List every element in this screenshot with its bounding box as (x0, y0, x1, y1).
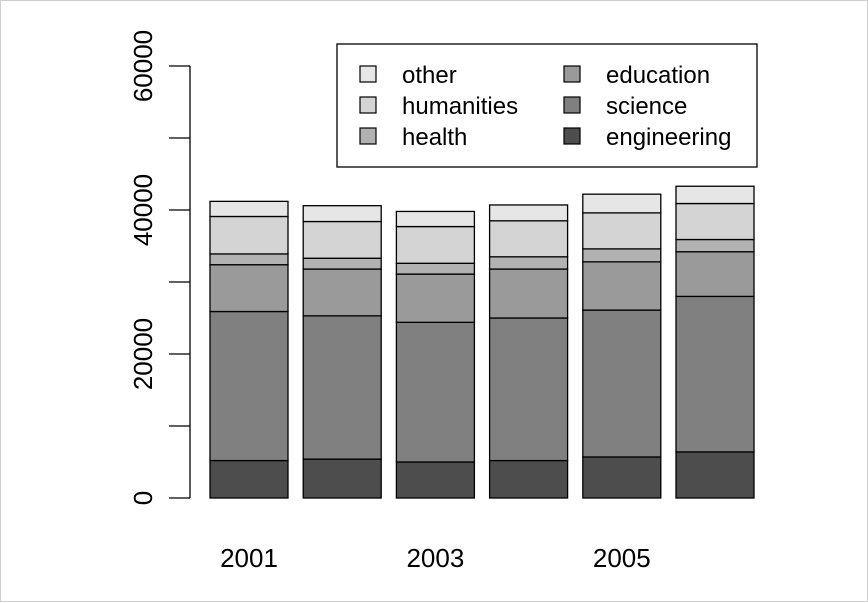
legend-swatch-other (359, 65, 377, 83)
bar-engineering-2004 (488, 459, 569, 499)
legend-label-other: other (402, 62, 457, 89)
bar-education-2006 (675, 251, 755, 298)
bar-science-2004 (488, 317, 569, 462)
legend-label-health: health (402, 124, 467, 151)
legend-swatch-science (563, 96, 581, 114)
bar-other-2001 (209, 200, 289, 218)
bar-humanities-2006 (675, 202, 755, 241)
legend-label-science: science (606, 93, 687, 120)
bar-health-2005 (582, 248, 662, 263)
bar-education-2005 (582, 261, 662, 311)
x-tick-label: 2005 (593, 543, 651, 573)
bar-health-2001 (209, 253, 289, 266)
bars-group (209, 185, 755, 499)
bar-health-2006 (675, 238, 755, 253)
legend-box (336, 43, 758, 168)
y-tick-label: 40000 (128, 174, 158, 246)
bar-engineering-2006 (675, 451, 755, 499)
legend-label-engineering: engineering (606, 124, 731, 151)
bar-engineering-2003 (395, 461, 476, 499)
bar-other-2004 (488, 204, 569, 222)
y-tick-label: 0 (128, 491, 158, 505)
bar-science-2005 (582, 309, 662, 458)
bar-humanities-2003 (395, 225, 476, 264)
bar-other-2005 (582, 193, 662, 214)
bar-humanities-2005 (582, 212, 662, 250)
bar-other-2003 (395, 210, 476, 228)
legend: other humanities health education science eng… (336, 43, 758, 168)
bar-other-2002 (302, 205, 382, 223)
bar-education-2004 (488, 268, 569, 319)
bar-health-2004 (488, 256, 569, 270)
bar-science-2006 (675, 295, 755, 453)
legend-swatch-engineering (563, 127, 581, 145)
y-tick-label: 60000 (128, 30, 158, 102)
bar-engineering-2005 (582, 456, 662, 499)
x-axis-labels: 2001 2003 2005 (220, 543, 651, 573)
bar-health-2003 (395, 262, 476, 275)
bar-science-2002 (302, 315, 382, 460)
legend-swatch-health (359, 127, 377, 145)
x-tick-label: 2003 (406, 543, 464, 573)
bar-humanities-2001 (209, 215, 289, 255)
bar-science-2001 (209, 310, 289, 462)
bar-education-2003 (395, 273, 476, 323)
bar-other-2006 (675, 185, 755, 205)
legend-label-humanities: humanities (402, 93, 518, 120)
bar-engineering-2002 (302, 458, 382, 499)
bar-education-2001 (209, 264, 289, 313)
y-tick-label: 20000 (128, 318, 158, 390)
bar-science-2003 (395, 321, 476, 463)
x-tick-label: 2001 (220, 543, 278, 573)
y-axis: 0 20000 40000 60000 (128, 30, 191, 505)
bar-humanities-2002 (302, 220, 382, 259)
bar-health-2002 (302, 257, 382, 270)
legend-swatch-humanities (359, 96, 377, 114)
bar-humanities-2004 (488, 220, 569, 258)
bar-engineering-2001 (209, 459, 289, 499)
legend-swatch-education (563, 65, 581, 83)
bar-education-2002 (302, 268, 382, 317)
legend-label-education: education (606, 62, 710, 89)
